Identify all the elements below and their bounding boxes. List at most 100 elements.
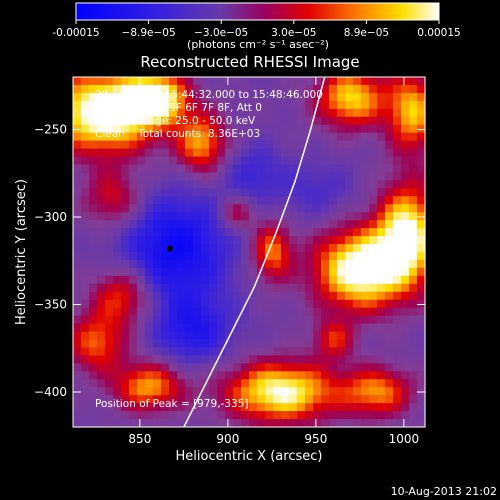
heatmap-cell xyxy=(161,267,170,277)
heatmap-cell xyxy=(241,403,250,412)
heatmap-cell xyxy=(145,379,154,388)
heatmap-cell xyxy=(353,204,362,213)
heatmap-cell xyxy=(129,108,138,118)
heatmap-cell xyxy=(305,275,314,285)
heatmap-cell xyxy=(225,92,234,102)
heatmap-cell xyxy=(249,77,258,86)
heatmap-cell xyxy=(273,267,282,277)
heatmap-cell xyxy=(129,244,138,253)
heatmap-cell xyxy=(161,172,170,181)
heatmap-cell xyxy=(273,331,282,341)
heatmap-cell xyxy=(281,283,290,293)
heatmap-cell xyxy=(209,124,218,134)
heatmap-cell xyxy=(113,220,122,229)
heatmap-cell xyxy=(329,315,338,325)
heatmap-cell xyxy=(225,371,234,380)
heatmap-cell xyxy=(241,307,250,317)
solar-limb-line xyxy=(183,77,326,427)
heatmap-cell xyxy=(177,411,186,420)
heatmap-cell xyxy=(121,212,130,221)
heatmap-cell xyxy=(369,379,378,388)
heatmap-cell xyxy=(129,331,138,341)
heatmap-cell xyxy=(209,347,218,356)
heatmap-cell xyxy=(297,77,306,86)
heatmap-cell xyxy=(329,283,338,293)
heatmap-cell xyxy=(369,212,378,221)
heatmap-cell xyxy=(369,84,378,94)
heatmap-cell xyxy=(161,283,170,293)
heatmap-cell xyxy=(265,403,274,412)
heatmap-cell xyxy=(401,140,410,150)
heatmap-cell xyxy=(273,387,282,396)
heatmap-cell xyxy=(409,100,418,110)
heatmap-cell xyxy=(209,371,218,380)
heatmap-cell xyxy=(393,188,402,197)
heatmap-cell xyxy=(169,411,178,420)
heatmap-cell xyxy=(225,84,234,94)
heatmap-cell xyxy=(209,92,218,102)
heatmap-cell xyxy=(201,315,210,325)
heatmap-cell xyxy=(225,124,234,134)
heatmap-cell xyxy=(217,323,226,333)
heatmap-cell xyxy=(201,283,210,293)
heatmap-cell xyxy=(161,395,170,404)
heatmap-cell xyxy=(217,116,226,126)
heatmap-cell xyxy=(281,188,290,197)
heatmap-cell xyxy=(233,236,242,245)
heatmap-cell xyxy=(361,323,370,333)
heatmap-cell xyxy=(241,148,250,158)
heatmap-cell xyxy=(177,379,186,388)
heatmap-cell xyxy=(201,77,210,86)
heatmap-cell xyxy=(89,299,98,309)
heatmap-cell xyxy=(241,124,250,134)
heatmap-cell xyxy=(401,339,410,349)
heatmap-cell xyxy=(177,315,186,325)
heatmap-cell xyxy=(121,267,130,277)
heatmap-cell xyxy=(289,164,298,174)
heatmap-cell xyxy=(129,347,138,356)
heatmap-cell xyxy=(233,188,242,197)
heatmap-cell xyxy=(105,347,114,356)
heatmap-cell xyxy=(321,419,330,428)
colorbar-tick-label: 0.00015 xyxy=(417,27,460,39)
heatmap-cell xyxy=(305,132,314,142)
heatmap-cell xyxy=(345,172,354,181)
heatmap-cell xyxy=(385,220,394,229)
heatmap-cell xyxy=(249,259,258,269)
heatmap-cell xyxy=(201,108,210,118)
heatmap-cell xyxy=(337,299,346,309)
heatmap-cell xyxy=(329,363,338,372)
heatmap-cell xyxy=(105,355,114,364)
heatmap-cell xyxy=(169,188,178,197)
heatmap-cell xyxy=(177,156,186,166)
heatmap-cell xyxy=(257,411,266,420)
heatmap-cell xyxy=(185,259,194,269)
heatmap-cell xyxy=(73,395,82,404)
heatmap-cell xyxy=(369,331,378,341)
heatmap-cell xyxy=(193,323,202,333)
heatmap-cell xyxy=(113,100,122,110)
heatmap-cell xyxy=(161,84,170,94)
heatmap-cell xyxy=(225,77,234,86)
heatmap-cell xyxy=(145,164,154,174)
heatmap-cell xyxy=(209,275,218,285)
heatmap-cell xyxy=(73,379,82,388)
heatmap-cell xyxy=(305,371,314,380)
heatmap-cell xyxy=(145,252,154,261)
heatmap-cell xyxy=(233,355,242,364)
heatmap-cell xyxy=(369,196,378,205)
heatmap-cell xyxy=(305,315,314,325)
heatmap-cell xyxy=(97,275,106,285)
heatmap-cell xyxy=(361,315,370,325)
heatmap-cell xyxy=(137,363,146,372)
heatmap-cell xyxy=(305,267,314,277)
heatmap-cell xyxy=(153,411,162,420)
heatmap-cell xyxy=(121,236,130,245)
heatmap-cell xyxy=(113,140,122,150)
heatmap-cell xyxy=(409,379,418,388)
heatmap-cell xyxy=(273,339,282,349)
heatmap-cell xyxy=(209,331,218,341)
heatmap-cell xyxy=(185,180,194,189)
heatmap-cell xyxy=(377,116,386,126)
